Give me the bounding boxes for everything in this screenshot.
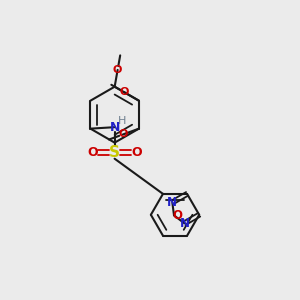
Text: O: O [172, 209, 182, 222]
Text: N: N [167, 196, 177, 209]
Text: O: O [113, 65, 122, 75]
Text: N: N [179, 217, 189, 230]
Text: H: H [118, 116, 126, 126]
Text: O: O [118, 130, 128, 140]
Text: N: N [110, 121, 120, 134]
Text: S: S [109, 145, 120, 160]
Text: O: O [87, 146, 98, 159]
Text: O: O [119, 87, 129, 97]
Text: O: O [131, 146, 142, 159]
